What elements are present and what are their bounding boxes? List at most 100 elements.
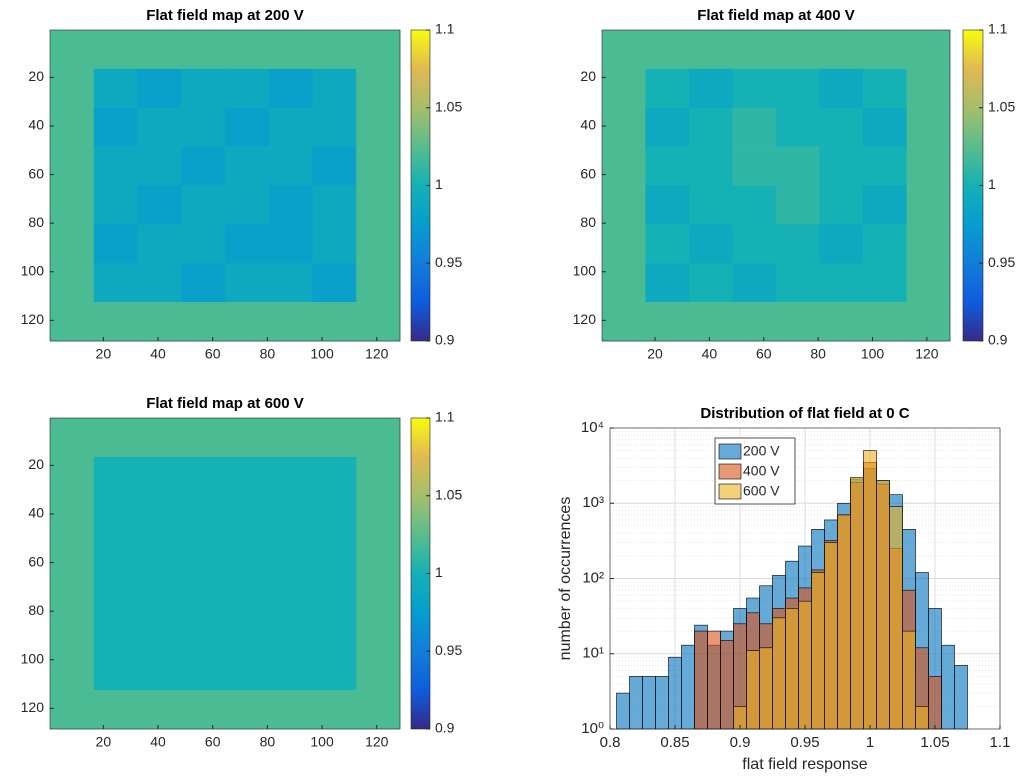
y-tick-label: 10⁰	[581, 720, 604, 737]
heatmap-cell	[225, 30, 270, 70]
heatmap-cell	[645, 30, 690, 70]
heatmap-cell	[181, 302, 226, 342]
y-tick-label: 60	[28, 553, 44, 569]
colorbar-tick-label: 0.9	[988, 332, 1008, 348]
heatmap-cell	[137, 573, 182, 613]
heatmap-cell	[93, 146, 138, 186]
heatmap-cell	[819, 146, 864, 186]
heatmap-cell	[776, 302, 820, 342]
histogram-bar	[772, 617, 786, 730]
y-tick-label: 40	[28, 505, 44, 521]
heatmap-cell	[356, 418, 401, 458]
colorbar-tick-label: 1	[435, 564, 443, 580]
heatmap-cell	[137, 495, 182, 535]
heatmap-cell	[645, 107, 690, 147]
x-tick-label: 0.8	[600, 734, 621, 751]
heatmap-cell	[689, 224, 733, 264]
legend-swatch	[718, 483, 742, 500]
heatmap-cell	[50, 573, 95, 613]
colorbar-tick-label: 1.05	[988, 98, 1015, 114]
heatmap-cell	[906, 263, 951, 303]
heatmap-cell	[356, 224, 401, 264]
heatmap-cell	[312, 107, 357, 147]
heatmap-cell	[356, 534, 401, 574]
heatmap-cell	[312, 612, 357, 652]
heatmap-cell	[906, 68, 951, 109]
x-tick-label: 0.85	[660, 734, 689, 751]
heatmap-cell	[602, 224, 646, 264]
histogram-bar	[720, 640, 734, 730]
heatmap-cell	[312, 534, 357, 574]
x-tick-label: 80	[260, 346, 276, 362]
histogram-bar	[876, 480, 890, 730]
legend-swatch	[718, 443, 742, 460]
heatmap-cell	[137, 456, 182, 497]
heatmap-cell	[50, 456, 95, 497]
heatmap-cell	[93, 185, 138, 225]
heatmap-cell	[93, 418, 138, 458]
y-tick-label: 10⁴	[581, 419, 604, 436]
y-tick-label: 120	[573, 311, 597, 327]
heatmap-cell	[602, 146, 646, 186]
y-tick-label: 120	[21, 311, 45, 327]
x-tick-label: 80	[810, 346, 826, 362]
heatmap-cell	[268, 573, 313, 613]
heatmap-cell	[268, 612, 313, 652]
heatmap-cell	[50, 418, 95, 458]
y-tick-label: 20	[28, 456, 44, 472]
heatmap-cell	[268, 534, 313, 574]
heatmap-cell	[181, 495, 226, 535]
colorbar-tick-label: 0.9	[435, 332, 455, 348]
heatmap-cell	[225, 690, 270, 730]
heatmap-cell	[689, 68, 733, 109]
heatmap-cell	[225, 146, 270, 186]
x-axis-label: flat field response	[742, 756, 868, 773]
heatmap-cell	[225, 302, 270, 342]
y-tick-label: 40	[580, 117, 596, 133]
axes-box	[49, 29, 401, 342]
heatmap-cell	[93, 651, 138, 691]
histogram-bar	[785, 608, 799, 730]
histogram-bar	[928, 676, 942, 730]
heatmap-cell	[225, 263, 270, 303]
x-tick-label: 40	[702, 346, 718, 362]
y-axis-label: number of occurrences	[557, 497, 574, 661]
heatmap-cell	[50, 495, 95, 535]
heatmap-cell	[906, 224, 951, 264]
heatmap-cell	[225, 68, 270, 109]
histogram-bar	[850, 477, 864, 730]
heatmap-cell	[50, 68, 95, 109]
x-tick-label: 0.95	[790, 734, 819, 751]
heatmap-cell	[137, 302, 182, 342]
heatmap-cell	[137, 418, 182, 458]
heatmap-cell	[863, 302, 907, 342]
axes-box	[49, 417, 401, 730]
histogram-bar	[811, 572, 825, 730]
heatmap-cell	[93, 612, 138, 652]
heatmap-cell	[819, 224, 864, 264]
heatmap-cell	[776, 263, 820, 303]
heatmap-cell	[181, 30, 226, 70]
heatmap-cell	[819, 185, 864, 225]
heatmap-cell	[312, 456, 357, 497]
heatmap-cell	[602, 302, 646, 342]
histogram-bar	[837, 514, 851, 730]
heatmap-cell	[863, 185, 907, 225]
axes-box	[601, 29, 951, 342]
histogram-bar	[668, 656, 682, 730]
heatmap-cell	[689, 302, 733, 342]
heatmap-cell	[225, 651, 270, 691]
heatmap-cell	[906, 107, 951, 147]
x-tick-label: 60	[205, 734, 221, 750]
x-tick-label: 20	[647, 346, 663, 362]
y-tick-label: 100	[21, 650, 45, 666]
histogram-bar	[642, 676, 656, 730]
histogram-bar	[616, 692, 630, 730]
heatmap-cell	[137, 146, 182, 186]
heatmap-cell	[863, 30, 907, 70]
chart-title: Flat field map at 400 V	[697, 7, 855, 24]
colorbar-tick-label: 1.05	[435, 98, 462, 114]
heatmap-cell	[356, 68, 401, 109]
heatmap-cell	[50, 185, 95, 225]
